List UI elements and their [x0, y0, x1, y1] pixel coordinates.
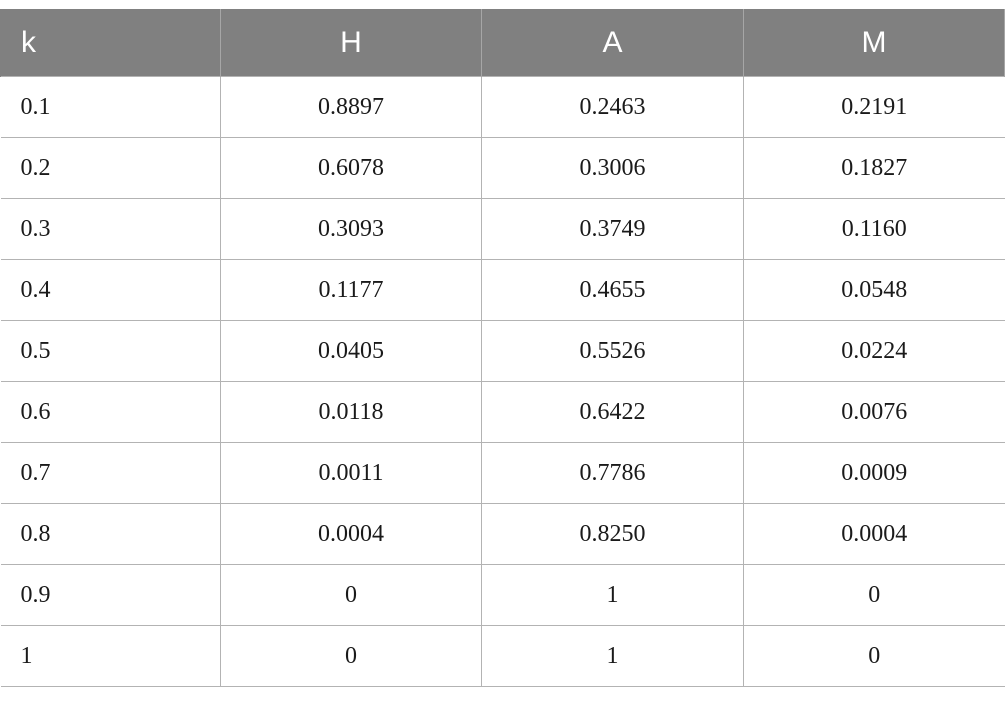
table-cell-h: 0.6078: [220, 137, 482, 199]
table-cell-k: 0.9: [0, 564, 221, 626]
data-table: k H A M 0.1 0.8897 0.2463 0.2191 0.2 0.6078 0.…: [0, 9, 1005, 687]
table-cell-h: 0.1177: [220, 259, 482, 321]
table-cell-a: 0.7786: [481, 442, 744, 504]
table-cell-a: 1: [481, 564, 744, 626]
table-cell-h: 0.0118: [220, 381, 482, 443]
table-body: 0.1 0.8897 0.2463 0.2191 0.2 0.6078 0.3006 0.18…: [0, 76, 1005, 687]
table-cell-h: 0.8897: [220, 76, 482, 138]
table-cell-m: 0.0076: [743, 381, 1005, 443]
header-cell-h: H: [220, 9, 482, 77]
table-cell-h: 0: [220, 625, 482, 687]
table-cell-m: 0.1160: [743, 198, 1005, 260]
table-row: 0.8 0.0004 0.8250 0.0004: [0, 503, 1005, 565]
table-row: 0.3 0.3093 0.3749 0.1160: [0, 198, 1005, 260]
data-table-container: k H A M 0.1 0.8897 0.2463 0.2191 0.2 0.6078 0.…: [0, 9, 1005, 687]
table-cell-a: 0.4655: [481, 259, 744, 321]
table-cell-k: 0.7: [0, 442, 221, 504]
table-cell-k: 1: [0, 625, 221, 687]
table-row: 0.9 0 1 0: [0, 564, 1005, 626]
table-cell-m: 0.0224: [743, 320, 1005, 382]
table-row: 0.6 0.0118 0.6422 0.0076: [0, 381, 1005, 443]
table-cell-h: 0.0004: [220, 503, 482, 565]
table-header: k H A M: [0, 9, 1005, 77]
table-cell-m: 0.1827: [743, 137, 1005, 199]
table-cell-h: 0.0011: [220, 442, 482, 504]
header-cell-m: M: [743, 9, 1005, 77]
table-cell-a: 0.6422: [481, 381, 744, 443]
header-cell-a: A: [481, 9, 744, 77]
header-cell-k: k: [0, 9, 221, 77]
table-cell-k: 0.1: [0, 76, 221, 138]
table-cell-a: 0.8250: [481, 503, 744, 565]
table-cell-m: 0.0009: [743, 442, 1005, 504]
table-cell-k: 0.3: [0, 198, 221, 260]
table-cell-m: 0: [743, 564, 1005, 626]
table-cell-k: 0.5: [0, 320, 221, 382]
table-cell-a: 0.3006: [481, 137, 744, 199]
header-row: k H A M: [0, 9, 1005, 77]
table-cell-m: 0.2191: [743, 76, 1005, 138]
table-cell-k: 0.8: [0, 503, 221, 565]
table-cell-k: 0.2: [0, 137, 221, 199]
table-cell-h: 0: [220, 564, 482, 626]
table-cell-a: 0.3749: [481, 198, 744, 260]
table-row: 0.4 0.1177 0.4655 0.0548: [0, 259, 1005, 321]
table-cell-h: 0.0405: [220, 320, 482, 382]
table-cell-m: 0: [743, 625, 1005, 687]
table-cell-a: 0.2463: [481, 76, 744, 138]
table-cell-a: 0.5526: [481, 320, 744, 382]
table-cell-a: 1: [481, 625, 744, 687]
table-cell-m: 0.0004: [743, 503, 1005, 565]
table-row: 0.1 0.8897 0.2463 0.2191: [0, 76, 1005, 138]
table-cell-k: 0.4: [0, 259, 221, 321]
table-row: 0.2 0.6078 0.3006 0.1827: [0, 137, 1005, 199]
table-cell-k: 0.6: [0, 381, 221, 443]
table-cell-h: 0.3093: [220, 198, 482, 260]
table-row: 0.7 0.0011 0.7786 0.0009: [0, 442, 1005, 504]
table-cell-m: 0.0548: [743, 259, 1005, 321]
table-row: 0.5 0.0405 0.5526 0.0224: [0, 320, 1005, 382]
